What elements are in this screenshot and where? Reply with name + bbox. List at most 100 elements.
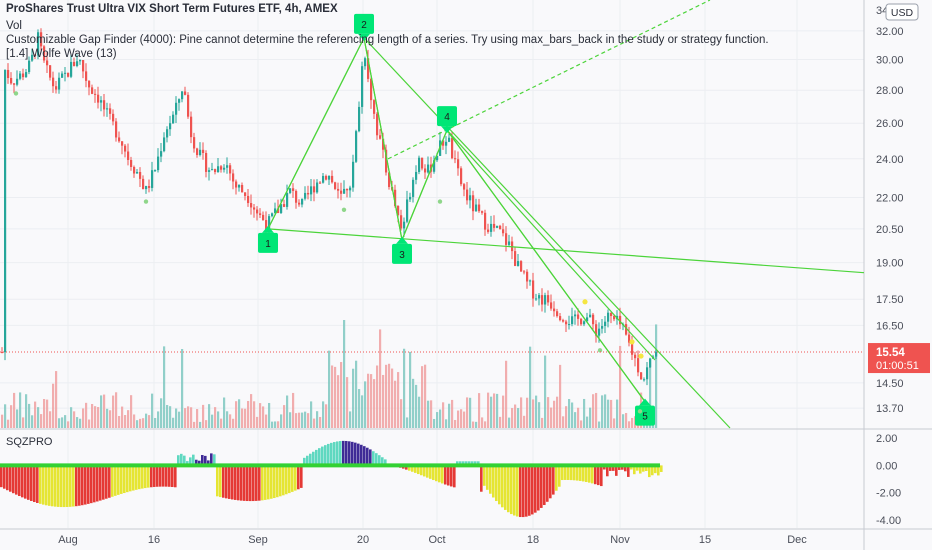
sqz-bar [24, 465, 27, 498]
candle-body [541, 295, 543, 304]
volume-bar [517, 408, 519, 428]
volume-bar [85, 403, 87, 428]
candle-body [448, 138, 450, 142]
candle-body [589, 315, 591, 318]
volume-bar [526, 398, 528, 428]
candle-body [19, 74, 21, 79]
volume-bar [217, 411, 219, 428]
candle-body [238, 185, 240, 188]
sqz-bar [60, 465, 63, 507]
volume-bar [286, 396, 288, 428]
volume-bar [562, 416, 564, 428]
indicator-vol-label[interactable]: Vol [6, 20, 22, 32]
volume-bar [19, 392, 21, 428]
candle-body [133, 167, 135, 174]
candle-body [337, 189, 339, 191]
candle-body [109, 108, 111, 114]
sqz-bar [90, 465, 93, 503]
volume-bar [613, 418, 615, 428]
volume-bar [88, 420, 90, 428]
volume-bar [73, 411, 75, 428]
volume-bar [37, 407, 39, 428]
candle-body [601, 326, 603, 329]
sqz-bar [159, 465, 162, 486]
volume-bar [496, 394, 498, 428]
indicator-gap-label[interactable]: Customizable Gap Finder (4000): Pine can… [6, 34, 769, 46]
candle-body [139, 172, 141, 179]
volume-bar [4, 404, 6, 428]
candle-body [502, 229, 504, 233]
sqz-bar [282, 465, 285, 495]
sqz-bar [51, 465, 54, 506]
volume-bar [103, 395, 105, 428]
sqz-bar [540, 465, 543, 508]
volume-bar [604, 394, 606, 428]
volume-bar [388, 364, 390, 428]
volume-bar [601, 395, 603, 428]
sqz-bar [351, 442, 354, 466]
time-tick-label: Aug [58, 534, 78, 546]
price-pane [0, 0, 864, 428]
sqz-bar [372, 451, 375, 465]
candle-body [409, 197, 411, 200]
sqz-bar [45, 465, 48, 505]
sqz-bar [3, 465, 6, 488]
volume-bar [520, 397, 522, 428]
candle-body [523, 271, 525, 272]
volume-bar [631, 418, 633, 428]
candle-body [214, 169, 216, 172]
volume-bar [373, 379, 375, 428]
sqz-bar [48, 465, 51, 505]
volume-bar [346, 377, 348, 428]
volume-bar [493, 393, 495, 428]
price-tick-label: 16.50 [876, 320, 904, 332]
candle-body [76, 61, 78, 66]
sqz-bar [552, 465, 555, 494]
candle-body [244, 192, 246, 196]
symbol-title[interactable]: ProShares Trust Ultra VIX Short Term Fut… [6, 3, 338, 15]
volume-bar [409, 352, 411, 428]
sqz-bar [117, 465, 120, 494]
volume-bar [214, 407, 216, 428]
candle-body [223, 168, 225, 170]
sqz-bar [333, 442, 336, 465]
sqzpro-label[interactable]: SQZPRO [6, 436, 52, 448]
sqz-bar [171, 465, 174, 487]
sqz-bar [360, 445, 363, 466]
sqz-bar [135, 465, 138, 489]
candle-body [640, 372, 642, 379]
volume-bar [445, 419, 447, 428]
sqz-bar [114, 465, 117, 495]
volume-bar [58, 418, 60, 428]
volume-bar [370, 374, 372, 428]
candle-body [241, 185, 243, 192]
price-tick-label: 14.50 [876, 378, 904, 390]
volume-bar [574, 412, 576, 428]
volume-bar [181, 349, 183, 428]
candle-body [190, 117, 192, 137]
indicator-wolfe-label[interactable]: [1.4] Wolfe Wave (13) [6, 48, 117, 60]
sqz-bar [54, 465, 57, 506]
candle-body [538, 295, 540, 298]
volume-bar [475, 422, 477, 428]
candle-body [376, 114, 378, 135]
sqz-bar [582, 465, 585, 481]
candle-body [322, 176, 324, 183]
candle-body [70, 62, 72, 77]
volume-bar [451, 400, 453, 428]
sqz-bar [501, 465, 504, 507]
sqz-bar [75, 465, 78, 506]
volume-bar [418, 397, 420, 428]
candle-body [271, 213, 273, 216]
sqz-bar [570, 465, 573, 480]
volume-bar [541, 418, 543, 428]
volume-bar [1, 415, 3, 428]
volume-bar [160, 398, 162, 428]
candle-body [82, 60, 84, 71]
price-tick-label: 19.00 [876, 258, 904, 270]
volume-bar [538, 402, 540, 428]
volume-bar [313, 419, 315, 428]
